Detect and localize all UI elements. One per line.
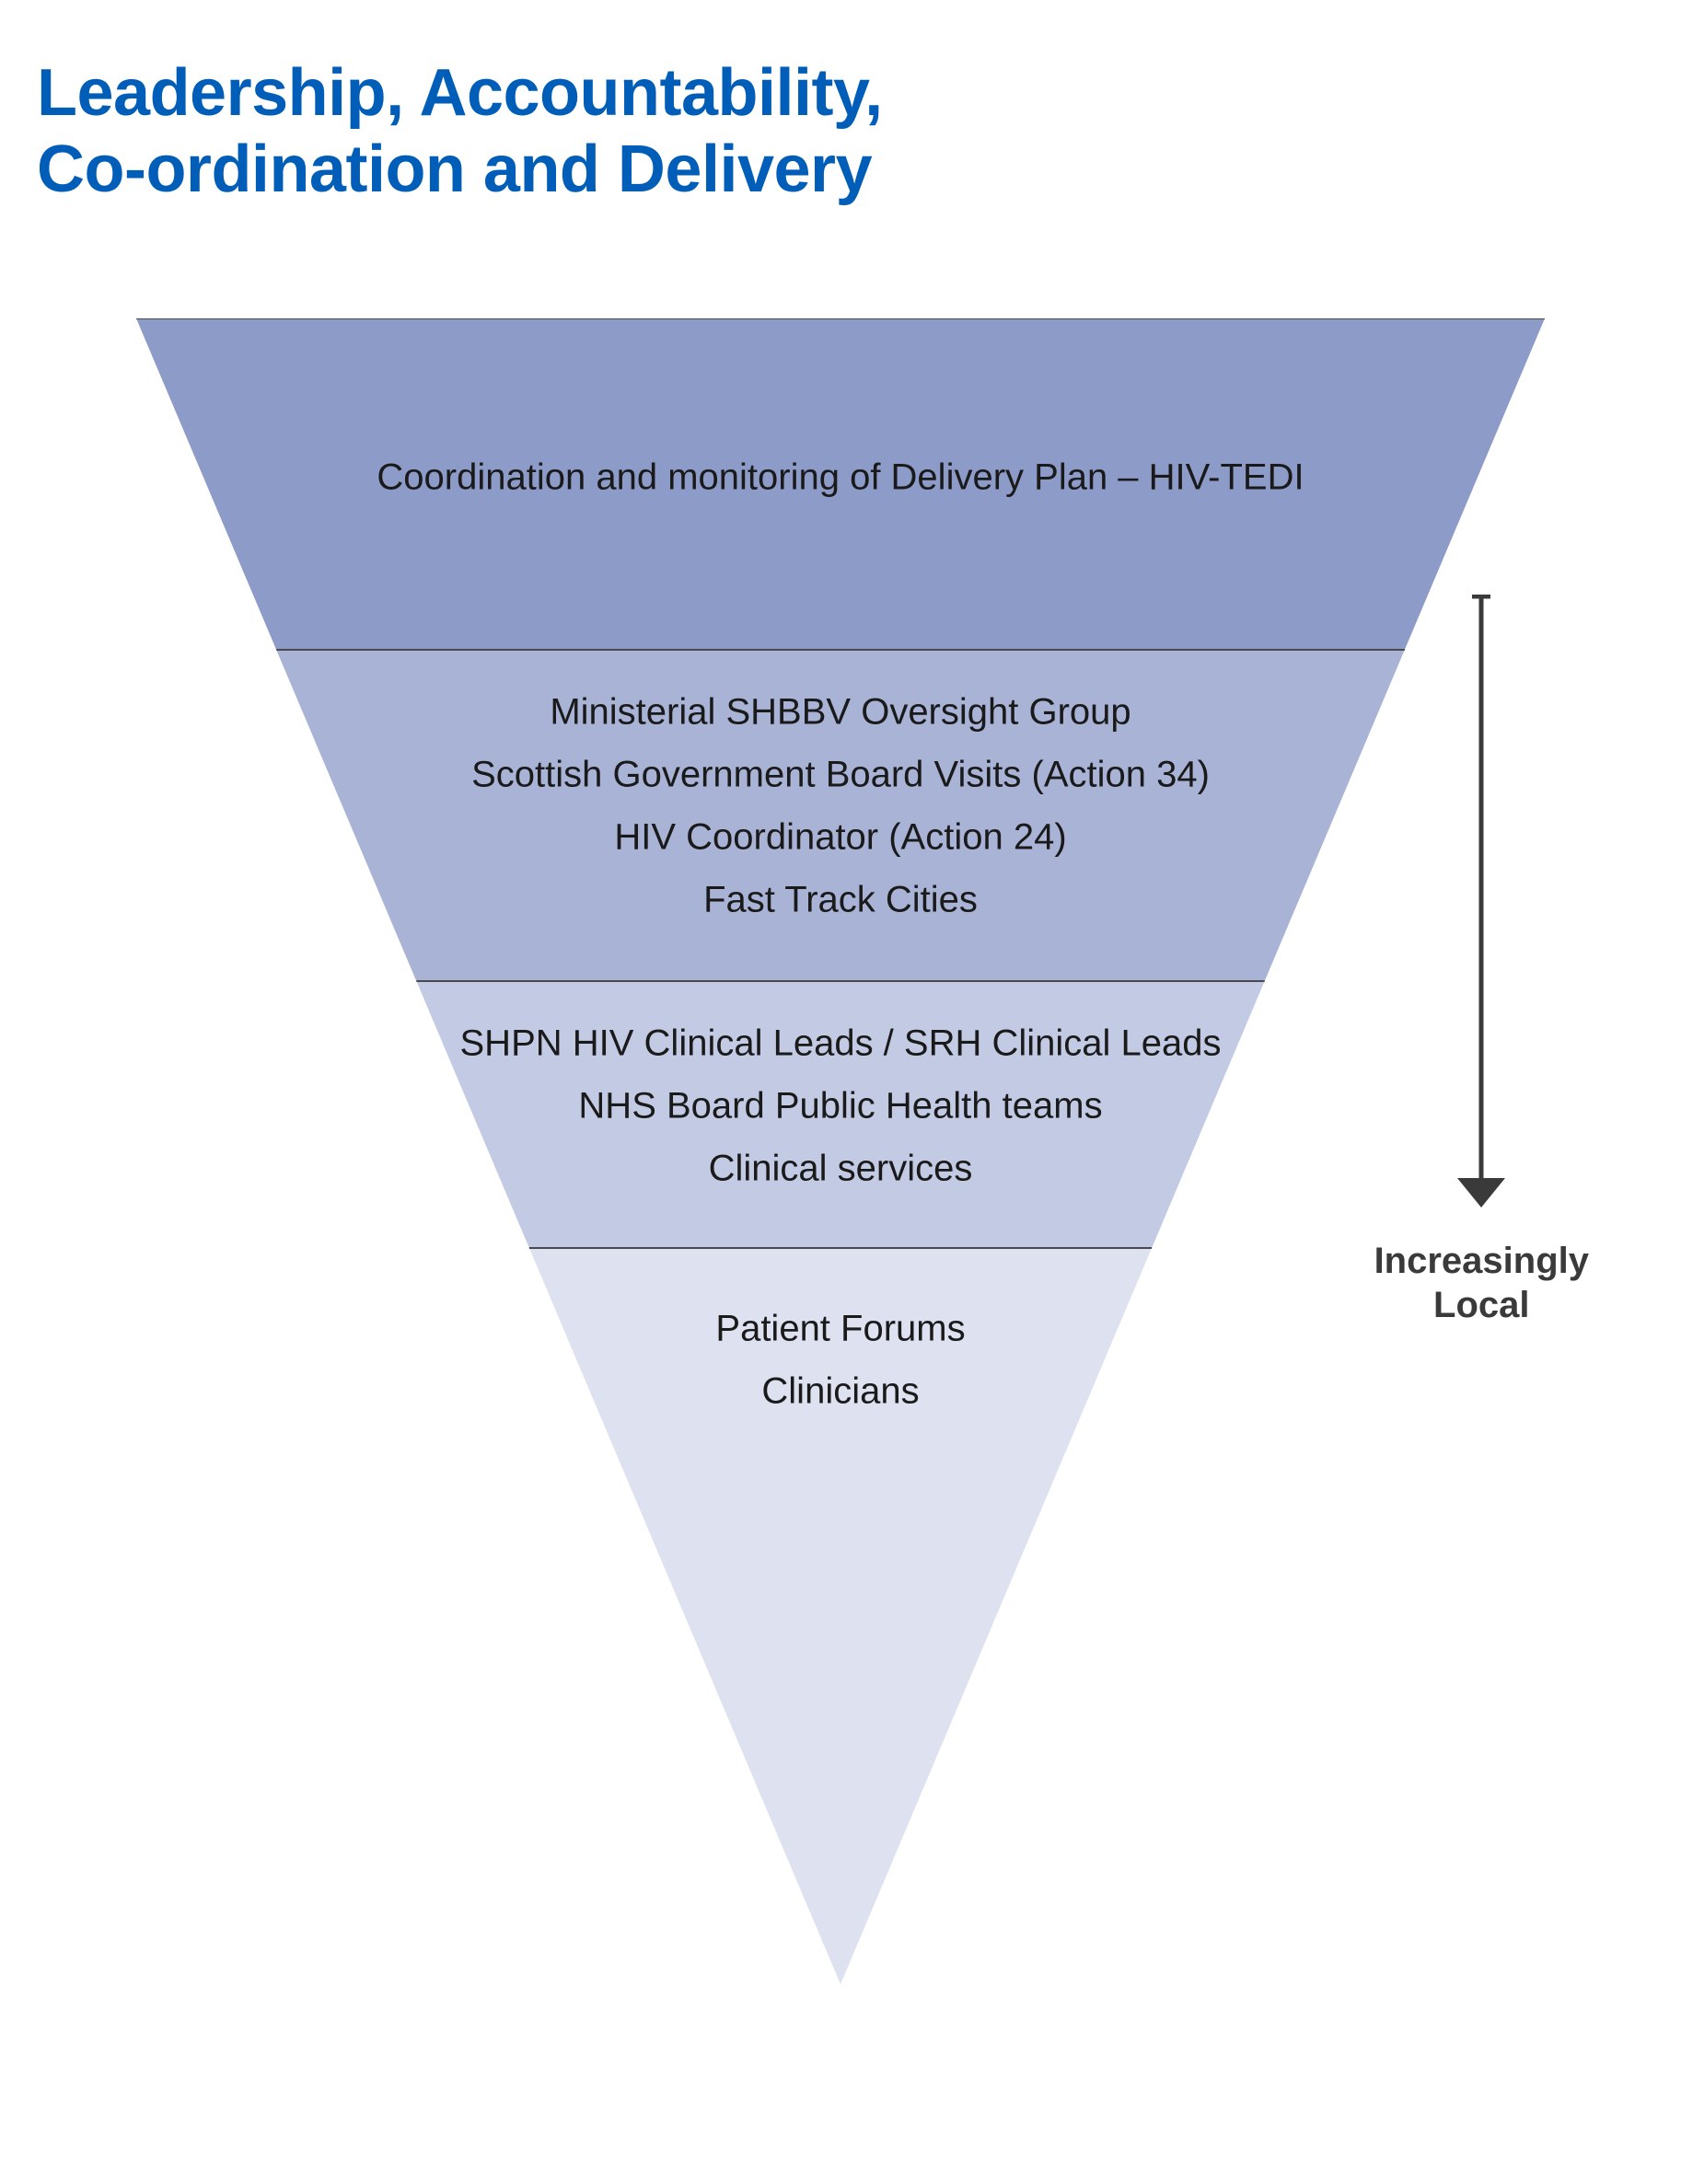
funnel-level [529, 1248, 1152, 1984]
title-line-2: Co-ordination and Delivery [37, 133, 872, 206]
arrow-label-line-1: Increasingly [1374, 1241, 1589, 1281]
level-text: Fast Track Cities [703, 879, 978, 919]
level-text: HIV Coordinator (Action 24) [614, 816, 1066, 857]
level-text: Ministerial SHBBV Oversight Group [550, 691, 1130, 732]
page-title: Leadership, Accountability, Co-ordinatio… [37, 55, 1644, 208]
level-text: NHS Board Public Health teams [578, 1085, 1102, 1126]
level-text: Scottish Government Board Visits (Action… [471, 754, 1210, 794]
level-text: SHPN HIV Clinical Leads / SRH Clinical L… [460, 1023, 1222, 1063]
diagram-container: Coordination and monitoring of Delivery … [37, 318, 1644, 1984]
arrow-label: Increasingly Local [1374, 1239, 1589, 1327]
level-text: Patient Forums [715, 1308, 965, 1348]
arrow-annotation: Increasingly Local [1374, 595, 1589, 1327]
level-text: Clinical services [709, 1148, 973, 1188]
arrow-head-icon [1457, 1178, 1505, 1208]
arrow-label-line-2: Local [1433, 1285, 1529, 1325]
title-line-1: Leadership, Accountability, [37, 56, 883, 130]
inverted-triangle: Coordination and monitoring of Delivery … [136, 318, 1545, 1984]
level-text: Clinicians [761, 1370, 919, 1411]
level-text: Coordination and monitoring of Delivery … [377, 456, 1304, 497]
down-arrow-icon [1453, 595, 1510, 1211]
